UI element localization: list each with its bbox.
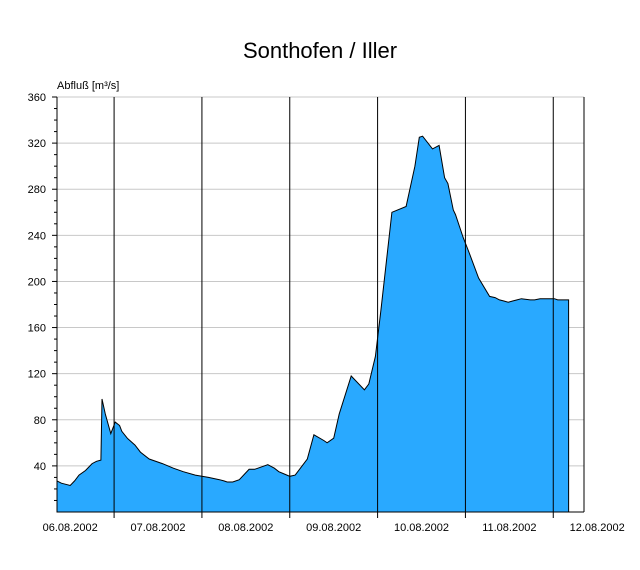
y-tick-label: 80 bbox=[34, 415, 46, 427]
y-tick-label: 160 bbox=[28, 323, 46, 335]
x-tick-label: 07.08.2002 bbox=[130, 522, 185, 534]
x-tick-label: 11.08.2002 bbox=[482, 522, 536, 534]
y-axis-ticks: 40 80 120 160 200 240 280 320 360 bbox=[28, 92, 57, 501]
x-tick-label: 12.08.2002 bbox=[570, 522, 625, 534]
x-tick-label: 10.08.2002 bbox=[394, 522, 449, 534]
y-tick-label: 120 bbox=[28, 369, 46, 381]
y-tick-label: 280 bbox=[28, 184, 46, 196]
y-tick-label: 320 bbox=[28, 138, 46, 150]
x-tick-label: 09.08.2002 bbox=[306, 522, 361, 534]
day-separator-lines bbox=[113, 97, 554, 512]
y-tick-label: 200 bbox=[28, 276, 46, 288]
discharge-area bbox=[56, 135, 570, 513]
y-tick-label: 360 bbox=[28, 92, 46, 104]
y-tick-label: 240 bbox=[28, 230, 46, 242]
x-tick-label: 06.08.2002 bbox=[43, 522, 98, 534]
y-axis-label: Abfluß [m³/s] bbox=[57, 80, 120, 92]
x-tick-label: 08.08.2002 bbox=[218, 522, 273, 534]
x-axis-ticks: 06.08.2002 07.08.2002 08.08.2002 09.08.2002… bbox=[43, 512, 625, 534]
y-tick-label: 40 bbox=[34, 461, 46, 473]
chart-title: Sonthofen / Iller bbox=[242, 38, 398, 63]
